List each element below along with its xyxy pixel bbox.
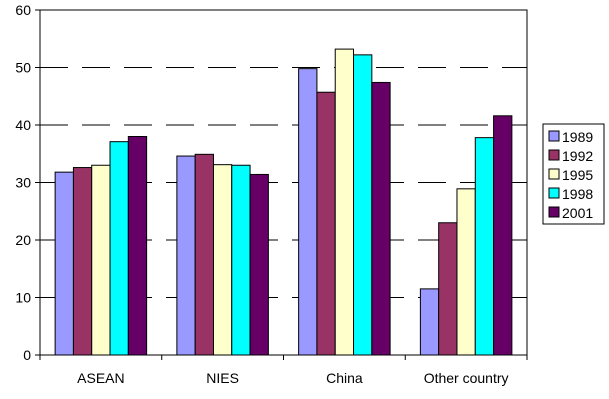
bar-other-country-1995 bbox=[456, 188, 476, 356]
bar-nies-2001 bbox=[249, 173, 269, 356]
legend-swatch-2001 bbox=[548, 206, 560, 218]
bar-other-country-2001 bbox=[493, 115, 513, 356]
bar-other-country-1992 bbox=[438, 222, 458, 356]
bars bbox=[54, 48, 513, 356]
bar-asean-2001 bbox=[127, 136, 148, 356]
bar-nies-1992 bbox=[194, 153, 214, 356]
bar-asean-1995 bbox=[91, 164, 111, 356]
bar-asean-1992 bbox=[72, 167, 93, 356]
bar-other-country-1989 bbox=[419, 288, 440, 356]
legend-label-2001: 2001 bbox=[562, 205, 593, 221]
bar-asean-1998 bbox=[109, 141, 129, 356]
y-tick-label-0: 0 bbox=[23, 347, 31, 363]
bar-nies-1998 bbox=[231, 164, 251, 356]
y-tick-label-30: 30 bbox=[15, 175, 31, 191]
legend-swatch-1992 bbox=[548, 149, 560, 161]
legend-swatch-1998 bbox=[548, 187, 560, 199]
bar-asean-1989 bbox=[54, 171, 74, 356]
y-tick-label-20: 20 bbox=[15, 232, 31, 248]
x-tick-label-nies: NIES bbox=[206, 370, 239, 386]
bar-china-1992 bbox=[316, 91, 336, 356]
legend-label-1995: 1995 bbox=[562, 167, 593, 183]
x-tick-label-asean: ASEAN bbox=[77, 370, 124, 386]
legend-swatch-1989 bbox=[548, 130, 560, 142]
axes: 0 10 20 30 40 50 60 ASEAN NIES China Other country bbox=[15, 2, 528, 386]
x-tick-label-other-country: Other country bbox=[424, 370, 509, 386]
legend-label-1992: 1992 bbox=[562, 148, 593, 164]
bar-china-2001 bbox=[371, 81, 391, 356]
legend: 1989 1992 1995 1998 2001 bbox=[542, 123, 605, 225]
legend-label-1998: 1998 bbox=[562, 186, 593, 202]
y-tick-label-40: 40 bbox=[15, 117, 31, 133]
y-tick-label-10: 10 bbox=[15, 290, 31, 306]
x-tick-label-china: China bbox=[326, 370, 363, 386]
y-tick-label-60: 60 bbox=[15, 2, 31, 18]
legend-label-1989: 1989 bbox=[562, 129, 593, 145]
bar-nies-1995 bbox=[212, 164, 233, 356]
legend-swatch-1995 bbox=[548, 168, 560, 180]
bar-nies-1989 bbox=[176, 155, 196, 356]
bar-china-1998 bbox=[353, 54, 373, 356]
y-tick-label-50: 50 bbox=[15, 60, 31, 76]
bar-china-1995 bbox=[334, 48, 355, 356]
bar-china-1989 bbox=[298, 68, 318, 356]
bar-other-country-1998 bbox=[474, 137, 495, 356]
